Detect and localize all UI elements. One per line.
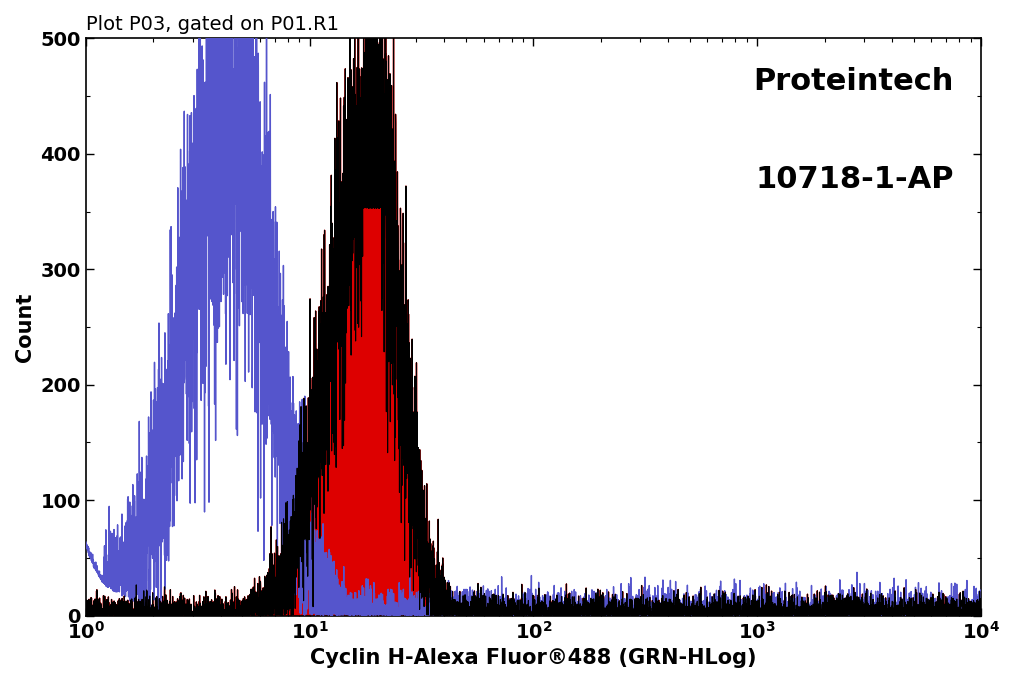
X-axis label: Cyclin H-Alexa Fluor®488 (GRN-HLog): Cyclin H-Alexa Fluor®488 (GRN-HLog) bbox=[311, 648, 756, 668]
Y-axis label: Count: Count bbox=[15, 292, 35, 362]
Text: Proteintech: Proteintech bbox=[754, 67, 954, 96]
Text: 10718-1-AP: 10718-1-AP bbox=[755, 165, 954, 195]
Text: Plot P03, gated on P01.R1: Plot P03, gated on P01.R1 bbox=[86, 15, 339, 34]
